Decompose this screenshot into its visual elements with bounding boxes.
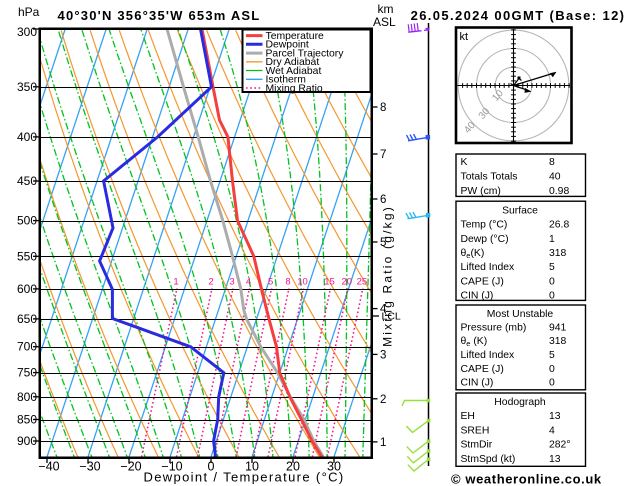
svg-text:0.98: 0.98 [549,186,569,197]
svg-text:350: 350 [17,80,37,94]
svg-text:5: 5 [549,350,555,361]
svg-text:0: 0 [549,291,555,302]
svg-text:13: 13 [549,454,561,465]
svg-text:Dewpoint / Temperature (°C): Dewpoint / Temperature (°C) [143,470,344,485]
svg-text:kt: kt [460,31,469,43]
svg-text:450: 450 [17,174,37,188]
svg-text:15: 15 [324,277,335,288]
svg-text:7: 7 [380,149,386,161]
svg-text:1: 1 [173,277,178,288]
svg-text:8: 8 [285,277,290,288]
svg-text:Mixing Ratio (g/kg): Mixing Ratio (g/kg) [381,205,395,347]
svg-text:6: 6 [380,194,386,206]
svg-text:LCL: LCL [382,311,401,323]
svg-text:SREH: SREH [461,425,490,436]
svg-text:−30: −30 [79,460,100,474]
svg-text:4: 4 [380,304,387,316]
svg-text:500: 500 [17,214,37,228]
svg-text:3: 3 [380,349,386,361]
svg-text:CAPE (J): CAPE (J) [461,277,504,288]
svg-text:Hodograph: Hodograph [494,397,546,408]
svg-text:0: 0 [549,364,555,375]
svg-text:26.8: 26.8 [549,220,569,231]
svg-text:Temp (°C): Temp (°C) [461,220,508,231]
svg-text:PW (cm): PW (cm) [461,186,501,197]
svg-text:Most Unstable: Most Unstable [487,309,554,320]
svg-text:K: K [461,157,468,168]
svg-text:CIN (J): CIN (J) [461,291,494,302]
svg-text:25: 25 [357,277,368,288]
svg-text:Surface: Surface [502,205,538,216]
svg-text:2: 2 [380,394,386,406]
svg-text:5: 5 [549,262,555,273]
svg-text:5: 5 [268,277,273,288]
svg-text:8: 8 [380,102,386,114]
svg-text:Totals Totals: Totals Totals [461,172,518,183]
svg-text:hPa: hPa [18,5,40,19]
svg-text:800: 800 [17,390,37,404]
svg-text:941: 941 [549,323,567,334]
svg-text:CAPE (J): CAPE (J) [461,364,504,375]
svg-text:30: 30 [327,460,341,474]
svg-text:km: km [378,2,394,16]
svg-text:StmSpd (kt): StmSpd (kt) [461,454,516,465]
svg-text:40°30'N 356°35'W 653m ASL: 40°30'N 356°35'W 653m ASL [58,8,261,23]
svg-text:EH: EH [461,411,475,422]
svg-text:−10: −10 [161,460,182,474]
svg-text:5: 5 [380,237,386,249]
svg-text:700: 700 [17,340,37,354]
svg-text:400: 400 [17,130,37,144]
svg-text:Dewp (°C): Dewp (°C) [461,234,509,245]
svg-text:20: 20 [342,277,353,288]
svg-text:300: 300 [17,25,37,39]
svg-text:40: 40 [549,172,561,183]
svg-text:850: 850 [17,413,37,427]
svg-text:13: 13 [549,411,561,422]
svg-text:600: 600 [17,282,37,296]
svg-text:750: 750 [17,366,37,380]
svg-text:−20: −20 [120,460,141,474]
svg-text:1: 1 [380,437,386,449]
svg-text:8: 8 [549,157,555,168]
svg-text:Lifted Index: Lifted Index [461,262,516,273]
svg-text:Wet Adiabat: Wet Adiabat [266,66,322,77]
svg-text:3: 3 [229,277,234,288]
svg-text:10: 10 [245,460,259,474]
svg-text:ASL: ASL [373,15,396,29]
svg-text:650: 650 [17,312,37,326]
svg-text:Lifted Index: Lifted Index [461,350,516,361]
svg-text:CIN (J): CIN (J) [461,377,494,388]
svg-text:10: 10 [297,277,308,288]
svg-text:26.05.2024 00GMT (Base: 12): 26.05.2024 00GMT (Base: 12) [411,8,626,23]
svg-text:Mixing Ratio: Mixing Ratio [266,83,323,94]
svg-text:1: 1 [549,234,555,245]
svg-text:Dry Adiabat: Dry Adiabat [266,57,320,68]
svg-text:θe(K): θe(K) [461,248,485,260]
svg-text:4: 4 [549,425,555,436]
svg-text:318: 318 [549,336,567,347]
svg-text:Parcel Trajectory: Parcel Trajectory [266,49,345,60]
svg-text:Pressure (mb): Pressure (mb) [461,323,527,334]
svg-text:900: 900 [17,434,37,448]
svg-text:550: 550 [17,249,37,263]
svg-text:282°: 282° [549,440,571,451]
svg-text:StmDir: StmDir [461,440,493,451]
svg-text:Temperature: Temperature [266,31,325,42]
svg-text:2: 2 [208,277,213,288]
svg-text:318: 318 [549,248,567,259]
svg-text:Isotherm: Isotherm [266,75,306,86]
svg-text:© weatheronline.co.uk: © weatheronline.co.uk [451,472,602,486]
svg-text:20: 20 [286,460,300,474]
svg-text:4: 4 [246,277,251,288]
svg-text:−40: −40 [38,460,59,474]
svg-text:0: 0 [549,277,555,288]
svg-text:θe (K): θe (K) [461,336,488,348]
svg-text:0: 0 [549,377,555,388]
svg-text:Dewpoint: Dewpoint [266,40,309,51]
svg-text:0: 0 [208,460,215,474]
